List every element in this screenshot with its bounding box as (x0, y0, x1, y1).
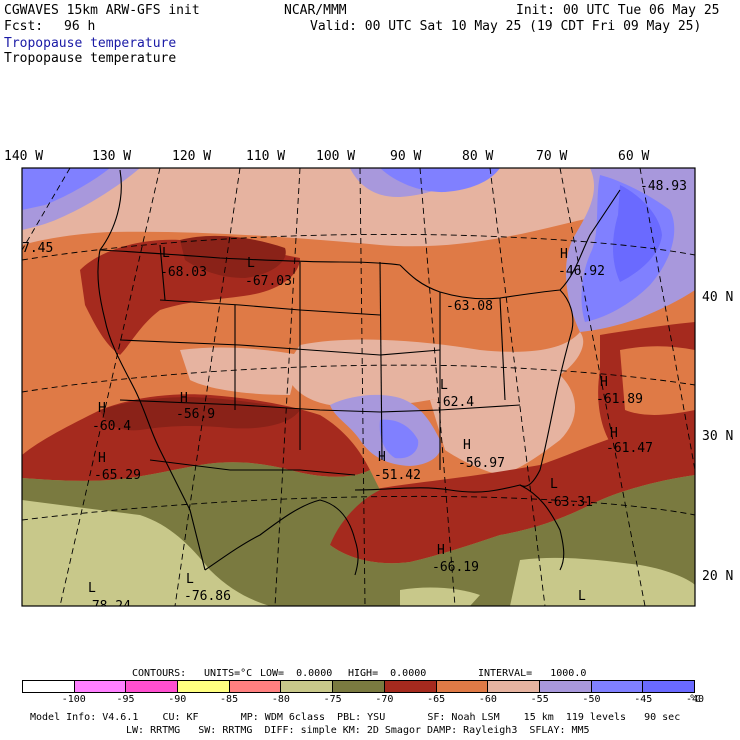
units-label: UNITS=°C (204, 668, 253, 679)
model-info: Model Info: V4.6.1 CU: KF MP: WDM 6class… (30, 712, 681, 723)
value-label: -48.93 (640, 179, 687, 194)
valid-time: Valid: 00 UTC Sat 10 May 25 (19 CDT Fri … (310, 19, 702, 34)
value-label: -61.47 (606, 441, 653, 456)
value-label: -51.42 (374, 468, 421, 483)
legend-tick-label: -55 (530, 694, 549, 705)
value-label: -61.89 (596, 392, 643, 407)
lon-label-130w: 130 W (92, 149, 132, 164)
value-label: -68.03 (160, 265, 207, 280)
lon-label-60w: 60 W (618, 149, 650, 164)
low-marker: L (162, 246, 170, 261)
legend-tick-label: -50 (582, 694, 601, 705)
fcst-label: Fcst: (4, 19, 44, 34)
value-label: -65.29 (94, 468, 141, 483)
low-marker: L (550, 477, 558, 492)
interval-label: INTERVAL= 1000.0 (478, 668, 587, 679)
field-name: Tropopause temperature (4, 51, 177, 66)
legend-tick-label: -60 (478, 694, 497, 705)
legend-color-cell (281, 681, 334, 692)
value-label: -66.19 (432, 560, 479, 575)
legend-tick-label: -100 (61, 694, 86, 705)
high-marker: H (437, 543, 445, 558)
high-label: HIGH= 0.0000 (348, 668, 427, 679)
lat-label-40n: 40 N (702, 290, 734, 305)
value-label: -67.03 (245, 274, 292, 289)
value-label: 7.45 (22, 241, 53, 256)
lon-label-70w: 70 W (536, 149, 568, 164)
legend-tick-label: -90 (168, 694, 187, 705)
high-marker: H (560, 247, 568, 262)
high-marker: H (180, 391, 188, 406)
lon-label-90w: 90 W (390, 149, 422, 164)
tropopause-temperature-map: 7.45 L -68.03 L -67.03 -63.08 H -46.92 -… (21, 167, 696, 610)
low-marker: L (88, 581, 96, 596)
high-marker: H (463, 438, 471, 453)
value-label: -46.92 (558, 264, 605, 279)
fcst-value: 96 h (64, 19, 96, 34)
low-marker: L (440, 378, 448, 393)
legend-tick-label: °C (688, 694, 702, 705)
legend-tick-label: -95 (116, 694, 135, 705)
value-label: -56.9 (176, 407, 215, 422)
low-label: LOW= 0.0000 (260, 668, 333, 679)
model-title: CGWAVES 15km ARW-GFS init (4, 3, 200, 18)
lon-label-120w: 120 W (172, 149, 212, 164)
high-marker: H (600, 375, 608, 390)
lon-label-110w: 110 W (246, 149, 286, 164)
lon-label-100w: 100 W (316, 149, 356, 164)
high-marker: H (610, 426, 618, 441)
high-marker: H (98, 401, 106, 416)
legend-color-cell (333, 681, 385, 692)
model-physics: LW: RRTMG SW: RRTMG DIFF: simple KM: 2D … (126, 725, 590, 736)
value-label: -63.31 (546, 495, 593, 510)
value-label: -78.24 (84, 599, 131, 610)
contours-label: CONTOURS: (132, 668, 187, 679)
legend-tick-label: -70 (375, 694, 394, 705)
low-marker: L (186, 572, 194, 587)
init-time: Init: 00 UTC Tue 06 May 25 (516, 3, 720, 18)
legend-color-cell (74, 681, 127, 692)
low-marker: L (578, 589, 586, 604)
value-label: -56.97 (458, 456, 505, 471)
legend-tick-label: -85 (220, 694, 239, 705)
legend-color-cell (488, 681, 540, 692)
field-name-blue: Tropopause temperature (4, 36, 177, 51)
lon-label-140w: 140 W (4, 149, 44, 164)
value-label: -63.08 (446, 299, 493, 314)
value-label: -60.4 (92, 419, 131, 434)
legend-color-cell (229, 681, 282, 692)
legend-tick-label: -75 (323, 694, 342, 705)
legend-tick-label: -45 (634, 694, 653, 705)
legend-color-cell (384, 681, 437, 692)
legend-color-cell (436, 681, 489, 692)
legend-color-cell (178, 681, 230, 692)
lat-label-20n: 20 N (702, 569, 734, 584)
high-marker: H (98, 451, 106, 466)
legend-color-cell (591, 681, 644, 692)
value-label: -76.86 (184, 589, 231, 604)
legend-tick-label: -40 (685, 694, 705, 705)
lat-label-30n: 30 N (702, 429, 734, 444)
legend-tick-label: -80 (271, 694, 290, 705)
lon-label-80w: 80 W (462, 149, 494, 164)
map-frame (21, 167, 696, 607)
color-legend (22, 680, 695, 693)
legend-color-cell (539, 681, 592, 692)
low-marker: L (247, 256, 255, 271)
value-label: -62.4 (435, 395, 474, 410)
legend-color-cell (23, 681, 75, 692)
legend-tick-label: -65 (427, 694, 446, 705)
legend-color-cell (643, 681, 694, 692)
high-marker: H (378, 450, 386, 465)
center-name: NCAR/MMM (284, 3, 347, 18)
legend-color-cell (126, 681, 179, 692)
